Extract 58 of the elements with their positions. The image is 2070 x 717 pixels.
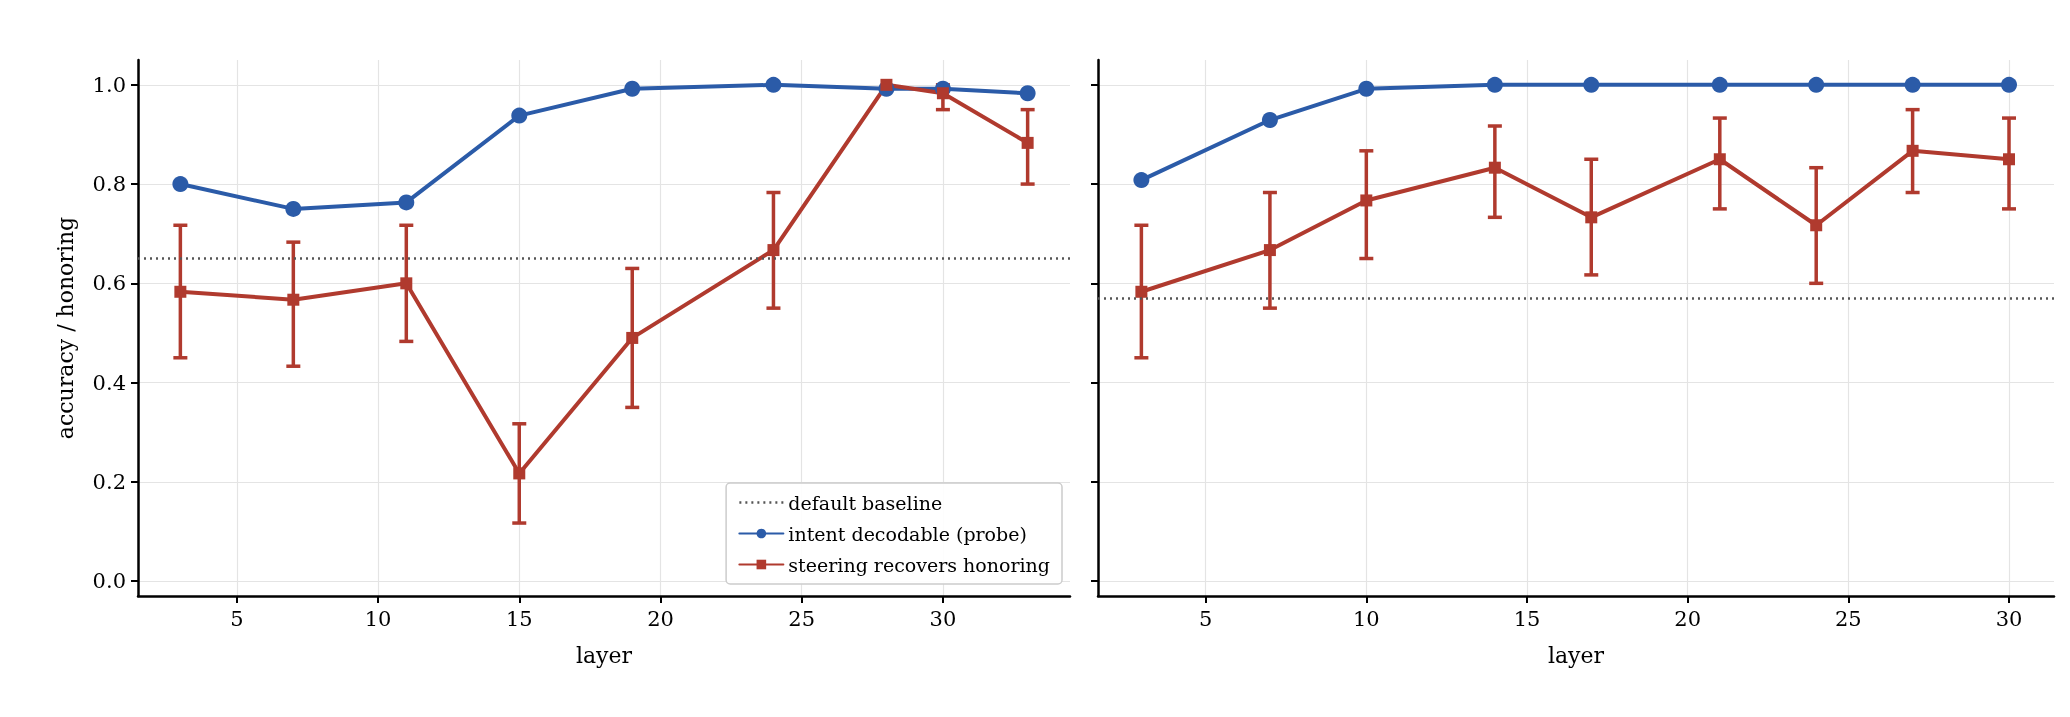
point [1135,285,1148,298]
point [880,78,893,91]
legend-label: steering recovers honoring [788,553,1050,576]
point [1488,161,1501,174]
x-tick-label: 15 [1513,606,1541,631]
point [936,87,949,100]
point [1585,211,1598,224]
point [400,277,413,290]
x-tick-label: 30 [1995,606,2023,631]
x-tick-label: 25 [788,606,816,631]
point [1810,219,1823,232]
y-axis-title: accuracy / honoring [52,216,78,440]
point [174,285,187,298]
point [1583,76,1600,93]
point [1261,112,1278,129]
point [1358,80,1375,97]
x-tick-label: 20 [647,606,674,631]
legend-label: intent decodable (probe) [788,522,1027,545]
point [398,194,415,211]
point [2003,153,2016,166]
point [1133,172,1150,189]
point [1808,76,1825,93]
x-tick-label: 5 [1198,606,1213,631]
y-tick-label: 0.2 [92,469,126,494]
legend-label: default baseline [788,491,943,514]
x-axis-title: layer [575,642,633,668]
x-tick-label: 15 [505,606,533,631]
point [1263,244,1276,257]
x-tick-label: 5 [230,606,244,631]
x-tick-label: 20 [1674,606,1702,631]
y-tick-label: 0.8 [92,172,126,197]
x-tick-label: 10 [364,606,392,631]
x-axis-title: layer [1547,642,1605,668]
point [624,80,641,97]
point [1713,153,1726,166]
x-tick-label: 30 [929,606,957,631]
point [1021,136,1034,149]
point [767,244,780,257]
point [1906,144,1919,157]
y-tick-label: 0.0 [92,569,126,594]
point [1019,85,1036,102]
point [1904,76,1921,93]
x-tick-label: 10 [1352,606,1380,631]
point [626,331,639,344]
point [765,76,782,93]
y-tick-label: 1.0 [92,72,126,97]
y-tick-label: 0.4 [92,370,126,395]
point [1711,76,1728,93]
point [287,293,300,306]
point [511,107,528,124]
point [1360,194,1373,207]
point [2001,76,2018,93]
point [172,176,189,193]
point [285,200,302,217]
x-tick-label: 25 [1834,606,1862,631]
point [1486,76,1503,93]
point [513,467,526,480]
y-tick-label: 0.6 [92,271,126,296]
